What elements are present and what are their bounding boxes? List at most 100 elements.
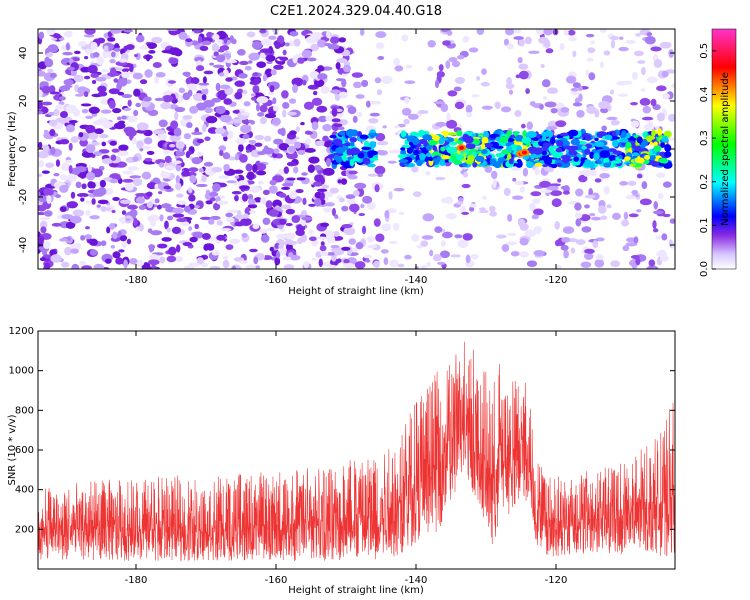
heatmap-cell	[171, 226, 182, 235]
heatmap-cell	[45, 162, 55, 168]
heatmap-cell	[348, 170, 358, 175]
heatmap-cell	[38, 141, 43, 149]
heatmap-band-cell	[350, 141, 355, 147]
heatmap-cell	[246, 171, 255, 181]
heatmap-cell	[173, 127, 182, 137]
heatmap-cell	[79, 138, 88, 147]
heatmap-cell	[513, 36, 524, 40]
heatmap-cell	[249, 248, 258, 253]
heatmap-cell	[365, 100, 371, 108]
heatmap-cell	[635, 257, 641, 266]
heatmap-y-tick-label: -20	[18, 189, 29, 205]
heatmap-band-cell	[361, 146, 372, 151]
heatmap-cell	[282, 182, 294, 187]
heatmap-cell	[129, 175, 142, 179]
heatmap-cell	[223, 135, 228, 142]
heatmap-cell	[63, 246, 73, 256]
heatmap-cell	[74, 166, 87, 173]
heatmap-cell	[234, 175, 240, 179]
heatmap-cell	[320, 251, 329, 256]
heatmap-cell	[312, 181, 323, 187]
heatmap-cell	[302, 197, 307, 206]
heatmap-band-cell	[480, 142, 486, 151]
heatmap-cell	[507, 213, 513, 222]
heatmap-cell	[387, 160, 397, 164]
heatmap-cell	[288, 40, 295, 47]
snr-series-line	[38, 341, 675, 562]
heatmap-cell	[354, 261, 366, 269]
heatmap-cell	[133, 217, 138, 227]
heatmap-cell	[168, 246, 177, 256]
heatmap-cell	[584, 194, 596, 199]
heatmap-cell	[331, 207, 336, 217]
heatmap-cell	[191, 157, 202, 165]
heatmap-cell	[87, 164, 92, 173]
heatmap-band-cell	[528, 158, 534, 162]
heatmap-cell	[313, 164, 322, 171]
heatmap-x-tick-label: -160	[265, 275, 288, 286]
heatmap-cell	[247, 60, 253, 64]
heatmap-cell	[590, 169, 597, 177]
heatmap-cell	[49, 91, 61, 95]
heatmap-cell	[213, 51, 219, 57]
heatmap-cell	[214, 127, 226, 134]
heatmap-cell	[132, 72, 143, 80]
heatmap-band-cell	[594, 141, 605, 148]
heatmap-cell	[51, 37, 58, 41]
heatmap-cell	[303, 261, 309, 269]
heatmap-cell	[653, 210, 664, 215]
heatmap-cell	[427, 40, 436, 48]
heatmap-cell	[99, 179, 107, 188]
heatmap-cell	[157, 243, 168, 249]
heatmap-cell	[644, 36, 656, 45]
heatmap-cell	[196, 138, 205, 144]
heatmap-cell	[388, 240, 398, 244]
heatmap-band-cell	[645, 135, 656, 140]
heatmap-cell	[170, 120, 179, 129]
heatmap-cell	[219, 84, 231, 90]
heatmap-cell	[154, 97, 165, 102]
heatmap-cell	[225, 217, 235, 223]
heatmap-cell	[93, 263, 105, 269]
heatmap-cell	[191, 131, 203, 136]
heatmap-cell	[445, 213, 458, 220]
heatmap-cell	[109, 222, 116, 230]
heatmap-cell	[440, 197, 449, 204]
heatmap-cell	[204, 136, 211, 142]
heatmap-band-cell	[661, 136, 669, 143]
heatmap-cell	[652, 228, 659, 233]
heatmap-cell	[259, 228, 268, 234]
heatmap-cell	[387, 208, 397, 214]
heatmap-cell	[647, 120, 653, 129]
heatmap-band-cell	[349, 136, 357, 143]
heatmap-cell	[45, 258, 50, 262]
heatmap-cell	[526, 121, 533, 130]
heatmap-cell	[251, 41, 263, 50]
heatmap-cell	[133, 88, 141, 97]
heatmap-cell	[126, 238, 132, 245]
heatmap-cell	[58, 96, 66, 101]
heatmap-cell	[220, 114, 232, 123]
heatmap-cell	[265, 200, 273, 209]
heatmap-cell	[226, 180, 237, 184]
heatmap-cell	[517, 57, 523, 64]
heatmap-cell	[238, 73, 248, 79]
heatmap-band-cell	[400, 130, 407, 138]
heatmap-cell	[518, 63, 529, 70]
heatmap-cell	[657, 192, 664, 200]
heatmap-cell	[320, 86, 330, 94]
heatmap-cell	[384, 210, 390, 219]
heatmap-cell	[287, 111, 297, 116]
heatmap-y-tick-label: 0	[18, 146, 29, 152]
heatmap-cell	[247, 144, 252, 149]
heatmap-cell	[195, 183, 208, 188]
heatmap-cell	[588, 188, 593, 197]
heatmap-cell	[113, 47, 121, 52]
heatmap-cell	[205, 115, 218, 124]
heatmap-cell	[633, 236, 639, 244]
heatmap-cell	[532, 198, 541, 205]
heatmap-x-tick-label: -140	[405, 275, 428, 286]
heatmap-cell	[51, 222, 62, 227]
heatmap-cell	[456, 55, 465, 60]
heatmap-cell	[542, 95, 548, 101]
